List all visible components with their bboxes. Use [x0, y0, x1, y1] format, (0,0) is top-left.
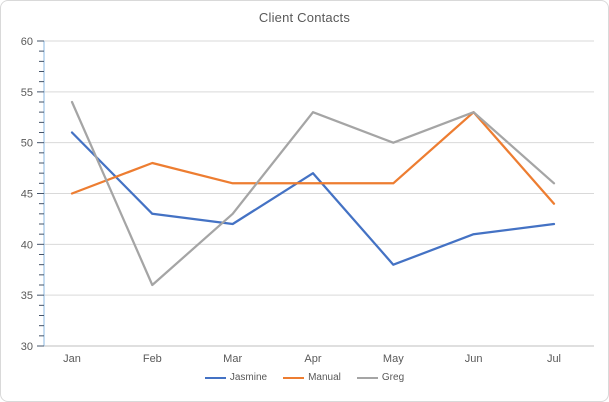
y-tick-label: 30 — [21, 341, 33, 353]
legend-swatch-jasmine — [204, 376, 226, 379]
legend-item-jasmine: Jasmine — [204, 372, 268, 383]
y-tick-label: 60 — [21, 36, 33, 48]
x-tick-label: Jul — [547, 353, 561, 365]
series-line-greg — [70, 100, 556, 287]
series-line-manual — [70, 111, 556, 205]
x-tick-label: Feb — [143, 353, 162, 365]
y-tick-label: 35 — [21, 290, 33, 302]
legend-label: Jasmine — [229, 372, 268, 383]
y-tick-label: 45 — [21, 189, 33, 201]
x-tick-label: Apr — [304, 353, 321, 365]
legend-label: Greg — [381, 372, 405, 383]
x-tick-label: Jan — [63, 353, 81, 365]
x-tick-label: Mar — [223, 353, 242, 365]
legend-item-greg: Greg — [356, 372, 405, 383]
legend-swatch-manual — [283, 376, 305, 379]
legend-swatch-greg — [356, 376, 378, 379]
x-tick-label: May — [383, 353, 404, 365]
chart-title: Client Contacts — [258, 10, 351, 25]
y-tick-label: 55 — [21, 87, 33, 99]
x-tick-label: Jun — [465, 353, 483, 365]
y-tick-label: 40 — [21, 239, 33, 251]
legend-item-manual: Manual — [283, 372, 341, 383]
legend: Jasmine Manual Greg — [1, 372, 608, 383]
legend-label: Manual — [308, 372, 341, 383]
y-tick-label: 50 — [21, 138, 33, 150]
series-line-jasmine — [70, 131, 556, 266]
